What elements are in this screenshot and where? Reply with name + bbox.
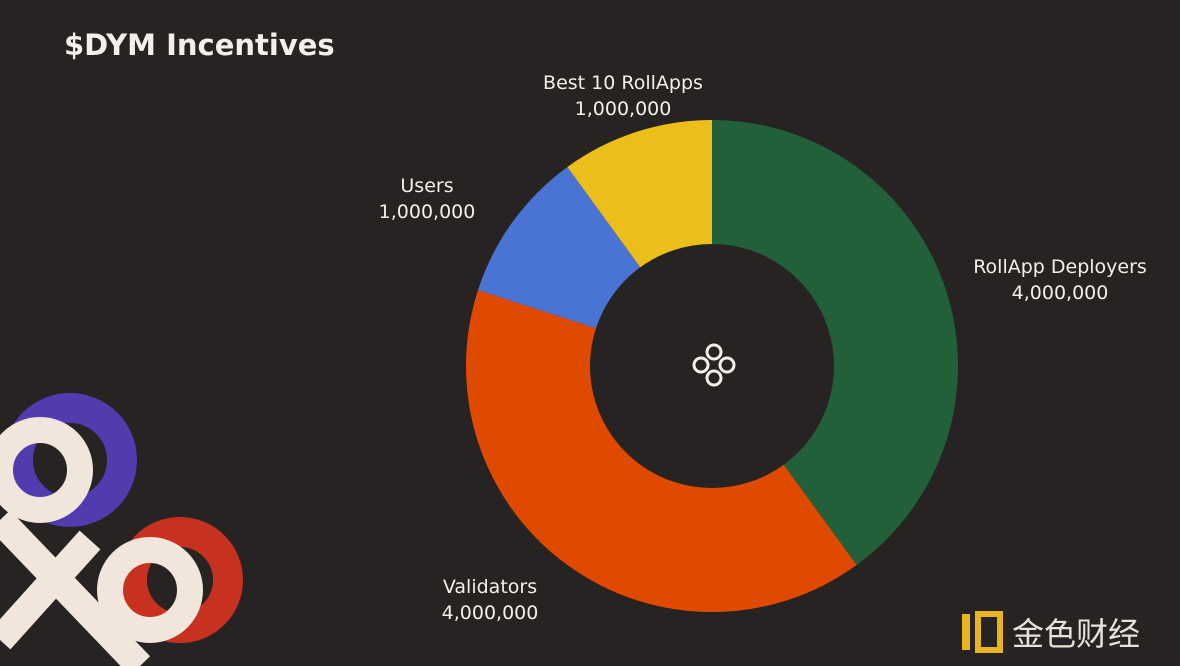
slice-label: Best 10 RollApps (543, 72, 703, 94)
slice-value-label: 1,000,000 (575, 98, 672, 120)
slice-label: Validators (443, 576, 537, 598)
chart-title: $DYM Incentives (64, 28, 335, 62)
slice-value-label: 1,000,000 (379, 201, 476, 223)
slice-value-label: 4,000,000 (1012, 282, 1109, 304)
logo-decoration (0, 393, 243, 666)
watermark-text: 金色财经 (1012, 615, 1140, 653)
slice-label: RollApp Deployers (973, 256, 1147, 278)
donut-slice (465, 289, 857, 612)
donut-slice (478, 166, 641, 329)
slice-label: Users (400, 175, 453, 197)
donut-slice (712, 120, 958, 566)
watermark: 金色财经 (962, 611, 1140, 653)
slice-value-label: 4,000,000 (442, 602, 539, 624)
donut-slice (567, 120, 712, 268)
center-icon (692, 343, 736, 387)
